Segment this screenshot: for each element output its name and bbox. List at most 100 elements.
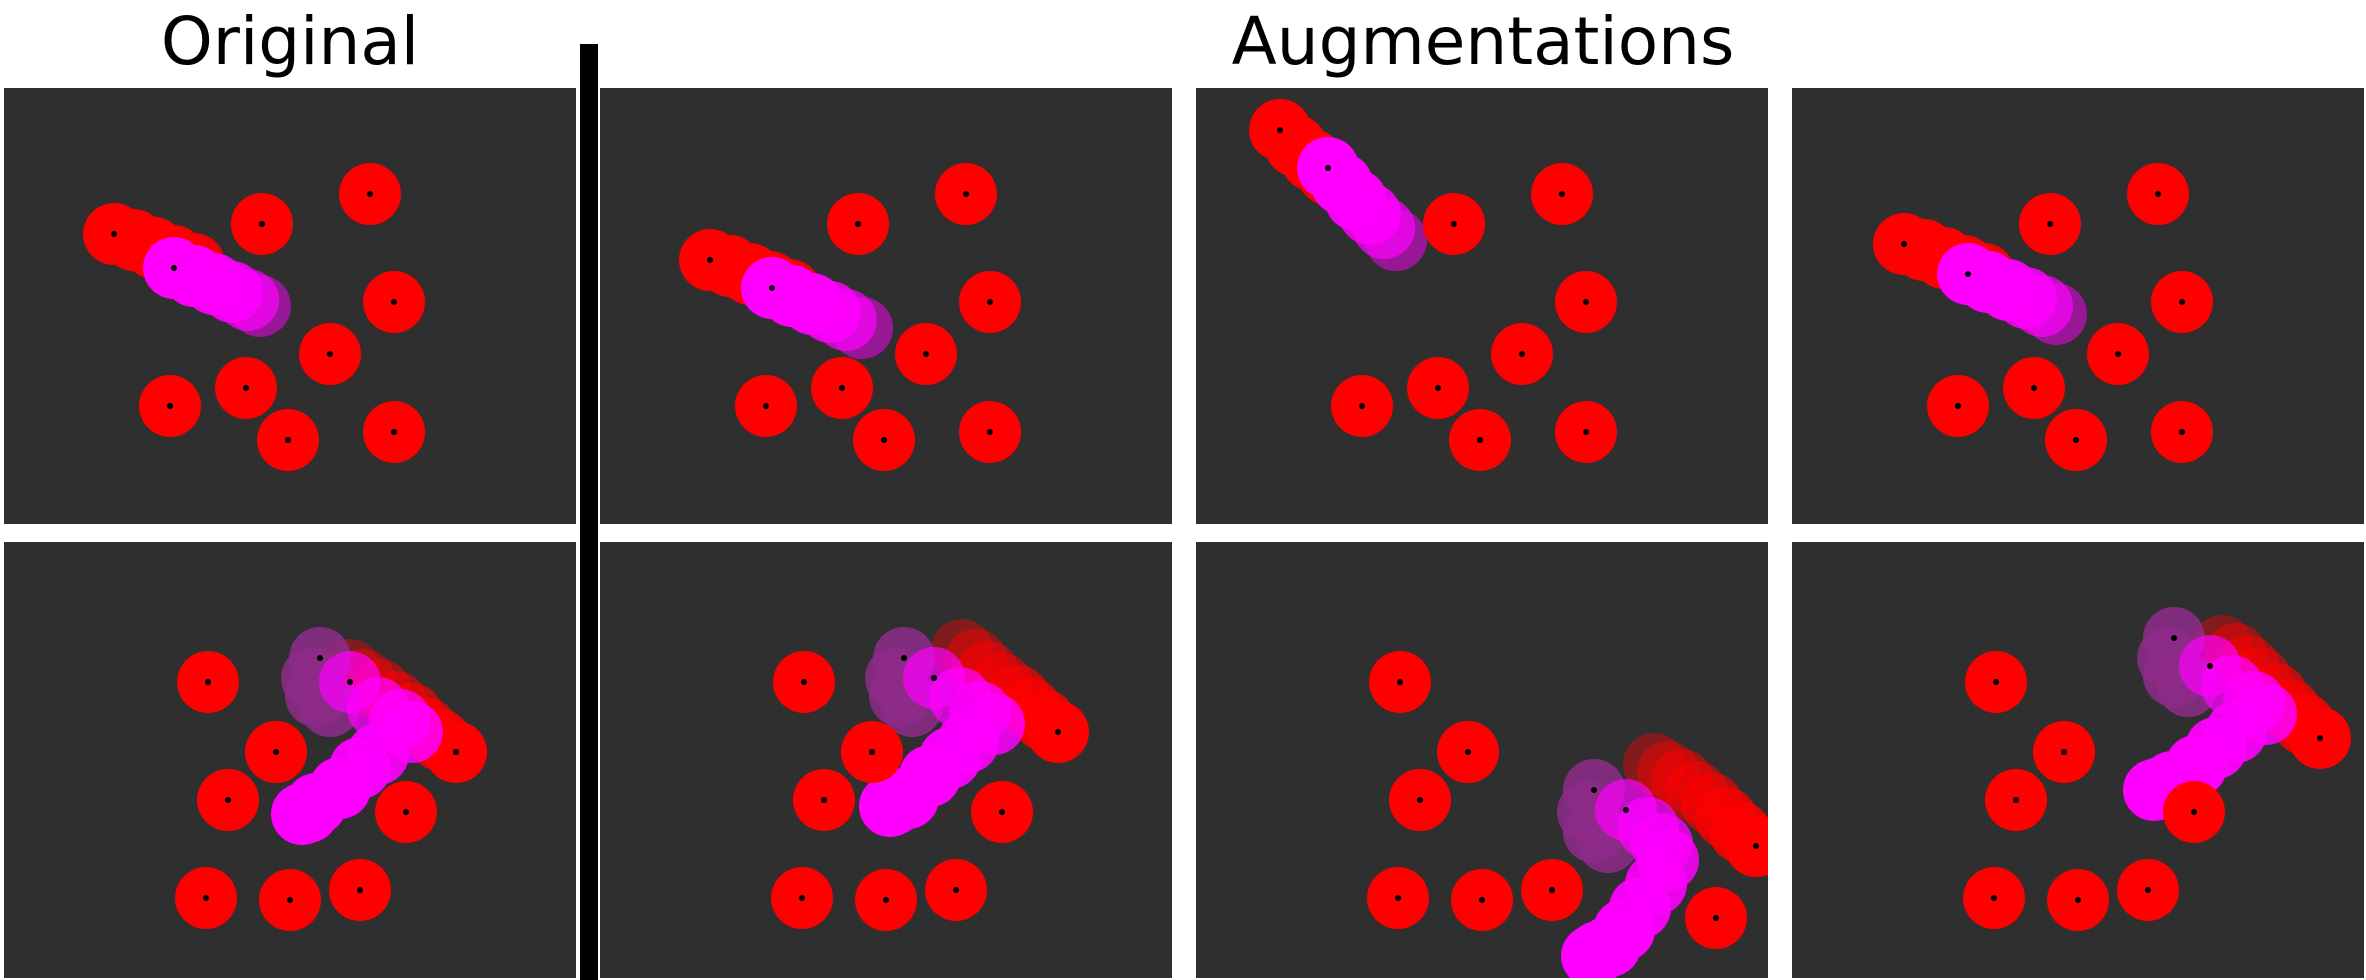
trail-disc — [1651, 749, 1713, 811]
trail-center-dot — [1591, 787, 1597, 793]
original-heading: Original — [160, 3, 420, 80]
disc-center-dot — [1713, 915, 1719, 921]
trail-disc — [831, 297, 893, 359]
disc-center-dot — [821, 797, 827, 803]
disc-center-dot — [883, 897, 889, 903]
trail-red-motion-trail — [1623, 733, 1768, 877]
panel-original-bottom — [4, 542, 576, 978]
disc-center-dot — [287, 897, 293, 903]
disc-center-dot — [1435, 385, 1441, 391]
disc-center-dot — [1559, 191, 1565, 197]
trail-magenta-motion-trail — [2123, 635, 2297, 821]
trail-center-dot — [707, 257, 713, 263]
disc-center-dot — [2179, 429, 2185, 435]
trail-magenta-motion-trail — [1937, 243, 2087, 345]
trail-center-dot — [901, 655, 907, 661]
trail-magenta-motion-trail — [143, 237, 291, 337]
disc-center-dot — [2155, 191, 2161, 197]
disc-center-dot — [801, 679, 807, 685]
disc-center-dot — [2115, 351, 2121, 357]
disc-center-dot — [1583, 299, 1589, 305]
scene-canvas — [1249, 99, 1617, 471]
disc-center-dot — [1549, 887, 1555, 893]
disc-center-dot — [2179, 299, 2185, 305]
disc-center-dot — [923, 351, 929, 357]
panel-augmentation-1-top — [600, 88, 1172, 524]
trail-center-dot — [769, 285, 775, 291]
disc-center-dot — [205, 679, 211, 685]
trail-disc — [277, 781, 339, 843]
disc-center-dot — [2191, 809, 2197, 815]
disc-center-dot — [999, 809, 1005, 815]
augmentations-heading: Augmentations — [1231, 3, 1735, 80]
trail-center-dot — [1623, 807, 1629, 813]
panel-augmentation-2-top — [1196, 88, 1768, 524]
trail-disc — [2025, 283, 2087, 345]
trail-center-dot — [2171, 635, 2177, 641]
trail-disc — [863, 773, 925, 835]
trail-center-dot — [2207, 663, 2213, 669]
trail-disc — [229, 275, 291, 337]
disc-center-dot — [2031, 385, 2037, 391]
disc-center-dot — [1417, 797, 1423, 803]
trail-magenta-motion-trail — [1561, 779, 1699, 978]
disc-center-dot — [273, 749, 279, 755]
disc-center-dot — [987, 429, 993, 435]
trail-center-dot — [1055, 729, 1061, 735]
panel-augmentation-2-bottom — [1196, 542, 1768, 978]
disc-center-dot — [1583, 429, 1589, 435]
disc-center-dot — [2061, 749, 2067, 755]
scene-canvas — [1963, 607, 2351, 931]
disc-center-dot — [285, 437, 291, 443]
disc-center-dot — [2073, 437, 2079, 443]
disc-center-dot — [763, 403, 769, 409]
trail-disc — [1365, 209, 1427, 271]
disc-center-dot — [2075, 897, 2081, 903]
disc-center-dot — [367, 191, 373, 197]
panel-original-top — [4, 88, 576, 524]
disc-center-dot — [327, 351, 333, 357]
disc-center-dot — [2145, 887, 2151, 893]
disc-center-dot — [963, 191, 969, 197]
trail-disc — [1567, 921, 1629, 978]
disc-center-dot — [1477, 437, 1483, 443]
trail-magenta-motion-trail — [271, 651, 443, 845]
disc-center-dot — [357, 887, 363, 893]
trail-center-dot — [931, 675, 937, 681]
disc-center-dot — [2013, 797, 2019, 803]
disc-center-dot — [799, 895, 805, 901]
scene-canvas — [1873, 163, 2213, 471]
disc-center-dot — [1465, 749, 1471, 755]
disc-center-dot — [881, 437, 887, 443]
disc-center-dot — [167, 403, 173, 409]
trail-center-dot — [1325, 165, 1331, 171]
disc-center-dot — [225, 797, 231, 803]
disc-center-dot — [391, 429, 397, 435]
disc-center-dot — [259, 221, 265, 227]
trail-center-dot — [111, 231, 117, 237]
trail-center-dot — [453, 749, 459, 755]
disc-center-dot — [953, 887, 959, 893]
disc-center-dot — [2047, 221, 2053, 227]
panel-augmentation-1-bottom — [600, 542, 1172, 978]
disc-center-dot — [1991, 895, 1997, 901]
disc-center-dot — [1451, 221, 1457, 227]
panel-augmentation-3-bottom — [1792, 542, 2364, 978]
disc-center-dot — [203, 895, 209, 901]
column-divider — [580, 44, 598, 980]
trail-center-dot — [317, 655, 323, 661]
trail-center-dot — [1965, 271, 1971, 277]
scene-canvas — [175, 627, 487, 931]
disc-center-dot — [1519, 351, 1525, 357]
trail-center-dot — [2317, 735, 2323, 741]
trail-center-dot — [1277, 127, 1283, 133]
trail-center-dot — [1753, 843, 1759, 849]
panel-augmentation-3-top — [1792, 88, 2364, 524]
disc-center-dot — [1955, 403, 1961, 409]
trail-disc — [1637, 741, 1699, 803]
trail-center-dot — [347, 679, 353, 685]
trail-center-dot — [1901, 241, 1907, 247]
trail-magenta-motion-trail — [859, 647, 1025, 837]
scene-canvas — [679, 163, 1021, 471]
disc-center-dot — [1397, 679, 1403, 685]
